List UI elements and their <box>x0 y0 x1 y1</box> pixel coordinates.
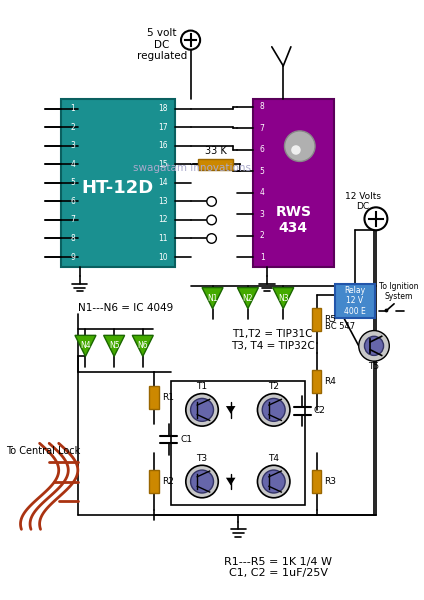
Text: 13: 13 <box>158 197 167 206</box>
Text: 2: 2 <box>71 123 75 132</box>
Bar <box>198 159 233 170</box>
Text: 1: 1 <box>260 253 265 262</box>
Text: T5: T5 <box>368 362 379 371</box>
Bar <box>61 100 175 266</box>
Text: T1,T2 = TIP31C
T3, T4 = TIP32C: T1,T2 = TIP31C T3, T4 = TIP32C <box>231 329 315 351</box>
Bar <box>150 386 159 409</box>
Text: RWS
434: RWS 434 <box>275 205 311 235</box>
Circle shape <box>285 131 315 161</box>
Text: 2: 2 <box>260 231 265 240</box>
Text: BC 547: BC 547 <box>325 322 355 331</box>
Text: N2: N2 <box>243 293 253 302</box>
Circle shape <box>207 215 216 225</box>
Text: N1: N1 <box>207 293 218 302</box>
Text: 18: 18 <box>158 104 167 113</box>
Text: R3: R3 <box>324 477 336 486</box>
Text: To Central Lock: To Central Lock <box>6 446 81 456</box>
Circle shape <box>186 394 218 426</box>
Circle shape <box>207 234 216 243</box>
Text: 8: 8 <box>260 103 265 112</box>
Circle shape <box>359 331 389 361</box>
Text: N1---N6 = IC 4049: N1---N6 = IC 4049 <box>78 302 173 313</box>
Text: 4: 4 <box>71 160 75 169</box>
Text: 5: 5 <box>260 167 265 176</box>
Text: R4: R4 <box>324 377 336 386</box>
Text: 11: 11 <box>158 234 167 243</box>
Text: 4: 4 <box>260 188 265 197</box>
Text: 6: 6 <box>260 145 265 154</box>
Text: R5: R5 <box>324 314 336 323</box>
Text: To Ignition
System: To Ignition System <box>379 282 418 301</box>
Text: 7: 7 <box>260 124 265 133</box>
Text: N4: N4 <box>80 341 91 350</box>
Text: 12: 12 <box>158 215 167 224</box>
Text: HT-12D: HT-12D <box>82 179 154 197</box>
Text: swagatam innovations: swagatam innovations <box>134 163 251 173</box>
Polygon shape <box>226 478 235 485</box>
Circle shape <box>190 398 214 421</box>
Polygon shape <box>202 287 223 308</box>
Text: T3: T3 <box>196 454 208 463</box>
Bar <box>312 308 321 331</box>
Text: 33 K: 33 K <box>204 146 226 156</box>
Text: R1---R5 = 1K 1/4 W
C1, C2 = 1uF/25V: R1---R5 = 1K 1/4 W C1, C2 = 1uF/25V <box>224 557 332 578</box>
Polygon shape <box>132 335 153 356</box>
Text: 9: 9 <box>71 253 75 262</box>
Text: T2: T2 <box>268 382 279 391</box>
Text: 7: 7 <box>71 215 75 224</box>
Bar <box>312 470 321 493</box>
Circle shape <box>385 308 388 313</box>
Text: 3: 3 <box>260 209 265 218</box>
Bar <box>253 100 334 266</box>
Text: 5 volt
DC
regulated: 5 volt DC regulated <box>137 28 187 61</box>
Text: Relay
12 V
400 E: Relay 12 V 400 E <box>344 286 366 316</box>
Circle shape <box>190 470 214 493</box>
Text: 8: 8 <box>71 234 75 243</box>
Polygon shape <box>237 287 258 308</box>
Bar <box>312 370 321 392</box>
Text: N5: N5 <box>109 341 120 350</box>
Polygon shape <box>273 287 294 308</box>
Text: 5: 5 <box>71 178 75 187</box>
Circle shape <box>257 465 290 498</box>
Text: 1: 1 <box>71 104 75 113</box>
Text: 6: 6 <box>71 197 75 206</box>
Text: 14: 14 <box>158 178 167 187</box>
Bar <box>150 470 159 493</box>
Text: T1: T1 <box>196 382 208 391</box>
Circle shape <box>262 470 285 493</box>
Text: 10: 10 <box>158 253 167 262</box>
Polygon shape <box>75 335 96 356</box>
Text: 3: 3 <box>71 142 75 151</box>
Text: 17: 17 <box>158 123 167 132</box>
Text: C2: C2 <box>314 406 326 415</box>
Text: R2: R2 <box>162 477 174 486</box>
Circle shape <box>186 465 218 498</box>
Text: 16: 16 <box>158 142 167 151</box>
Text: C1: C1 <box>180 435 192 444</box>
Text: N6: N6 <box>137 341 148 350</box>
Circle shape <box>181 31 200 50</box>
Circle shape <box>262 398 285 421</box>
Polygon shape <box>226 406 235 413</box>
Circle shape <box>291 145 301 155</box>
Circle shape <box>257 394 290 426</box>
Circle shape <box>365 208 388 230</box>
Circle shape <box>207 197 216 206</box>
Text: 15: 15 <box>158 160 167 169</box>
Text: R1: R1 <box>162 394 174 403</box>
Polygon shape <box>103 335 125 356</box>
Circle shape <box>365 337 384 355</box>
Bar <box>171 381 305 505</box>
Text: N3: N3 <box>278 293 289 302</box>
Text: 12 Volts
DC: 12 Volts DC <box>345 192 381 211</box>
Text: T4: T4 <box>268 454 279 463</box>
Bar <box>335 284 375 318</box>
